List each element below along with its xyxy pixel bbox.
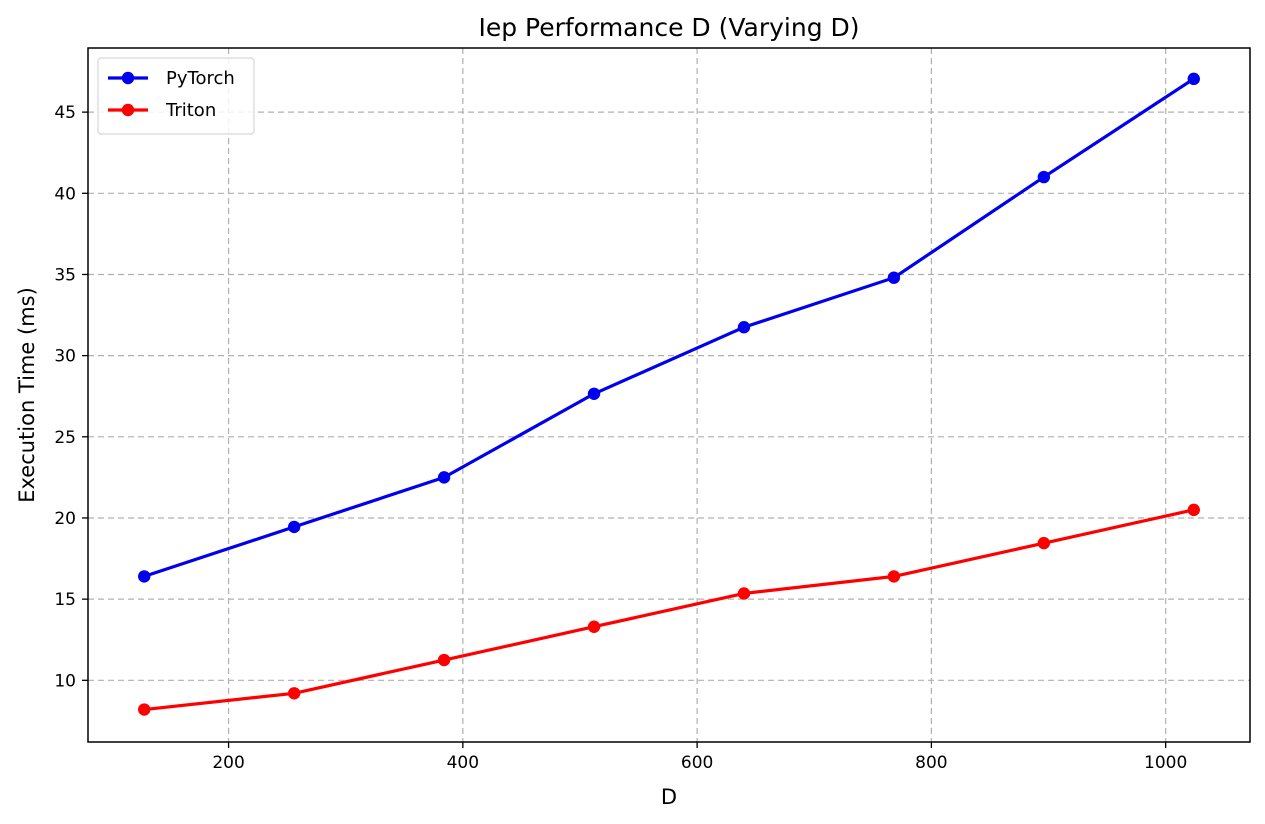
x-tick-label: 600 xyxy=(681,753,713,773)
legend-swatch-marker xyxy=(121,71,135,85)
y-tick-label: 45 xyxy=(54,103,76,123)
x-tick-label: 1000 xyxy=(1144,753,1187,773)
axis-ticks: 200 400 600 800 1000 10 15 20 25 30 35 40 45 xyxy=(54,103,1187,773)
legend-swatch-marker xyxy=(121,103,135,117)
legend-label: Triton xyxy=(165,100,216,121)
series-layer xyxy=(138,72,1200,716)
chart-title: Iep Performance D (Varying D) xyxy=(478,13,859,42)
y-tick-label: 25 xyxy=(54,428,76,448)
x-axis-title: D xyxy=(661,785,677,809)
pytorch-point xyxy=(437,471,451,484)
y-tick-label: 30 xyxy=(54,347,76,367)
y-tick-label: 10 xyxy=(54,671,76,691)
triton-point xyxy=(587,620,601,633)
triton-point xyxy=(138,703,151,716)
pytorch-point xyxy=(138,570,151,583)
pytorch-point xyxy=(1187,72,1200,86)
triton-point xyxy=(1187,503,1200,517)
triton-point xyxy=(737,587,751,600)
y-axis-title: Execution Time (ms) xyxy=(15,287,39,503)
triton-line xyxy=(144,508,1195,712)
pytorch-line xyxy=(143,77,1195,578)
series-triton xyxy=(138,503,1200,716)
y-tick-label: 35 xyxy=(54,265,76,285)
triton-point xyxy=(887,570,901,583)
y-tick-label: 40 xyxy=(54,184,76,204)
pytorch-point xyxy=(737,321,751,334)
x-tick-label: 200 xyxy=(212,753,244,773)
plot-frame xyxy=(87,47,1251,743)
pytorch-point xyxy=(887,271,901,284)
triton-point xyxy=(437,653,451,667)
pytorch-point xyxy=(1037,170,1051,184)
grid xyxy=(88,48,1250,742)
triton-point xyxy=(287,687,301,700)
x-tick-label: 400 xyxy=(447,753,479,773)
triton-point xyxy=(1037,536,1051,550)
legend: PyTorch Triton xyxy=(97,57,255,135)
y-tick-label: 20 xyxy=(54,509,76,529)
legend-entry-pytorch: PyTorch xyxy=(108,68,235,89)
legend-label: PyTorch xyxy=(166,68,235,89)
pytorch-point xyxy=(287,520,301,534)
y-tick-label: 15 xyxy=(54,590,76,610)
x-tick-label: 800 xyxy=(915,753,947,773)
pytorch-point xyxy=(587,387,601,400)
legend-entry-triton: Triton xyxy=(108,100,216,121)
series-pytorch xyxy=(138,72,1200,583)
